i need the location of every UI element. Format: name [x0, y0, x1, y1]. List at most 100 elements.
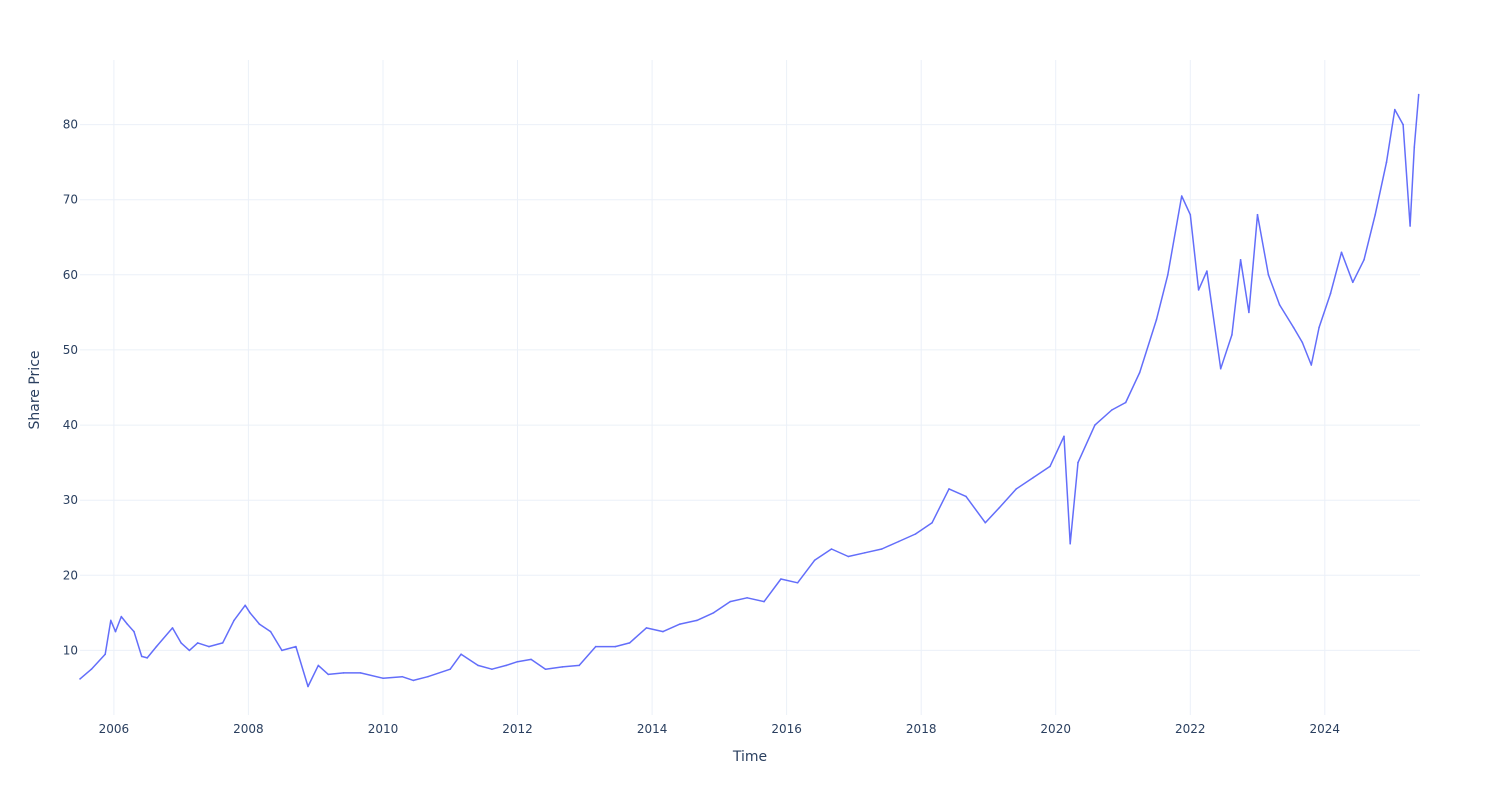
- data-point: [965, 495, 967, 498]
- y-tick-label: 60: [63, 268, 78, 282]
- data-point: [382, 677, 384, 679]
- x-tick-label: 2010: [368, 722, 399, 736]
- data-point: [188, 649, 191, 652]
- data-point: [628, 642, 631, 644]
- data-point: [931, 521, 933, 524]
- x-tick-label: 2022: [1175, 722, 1206, 736]
- y-tick-label: 80: [63, 118, 78, 132]
- data-point: [412, 679, 415, 682]
- data-point: [281, 649, 283, 652]
- data-point: [505, 664, 508, 667]
- data-point: [1278, 304, 1281, 306]
- x-tick-label: 2018: [906, 722, 937, 736]
- data-point: [679, 623, 681, 625]
- data-point: [1124, 401, 1127, 404]
- data-point: [1301, 341, 1304, 344]
- data-point: [1206, 270, 1208, 272]
- y-tick-label: 10: [63, 643, 78, 657]
- data-point: [114, 630, 117, 633]
- data-point: [544, 668, 547, 670]
- data-point: [491, 668, 493, 670]
- data-point: [1049, 465, 1051, 468]
- data-point: [796, 582, 799, 584]
- data-point: [1267, 274, 1270, 276]
- data-point: [984, 521, 987, 524]
- series-line: [79, 94, 1420, 688]
- data-point: [1374, 213, 1376, 216]
- data-point: [578, 664, 580, 667]
- data-point: [1077, 461, 1079, 464]
- x-tick-labels: 2006 2008 2010 2012 2014 2016 2018 2020 2022 2024: [99, 722, 1340, 736]
- data-point: [1340, 251, 1343, 254]
- y-tick-label: 50: [63, 343, 78, 357]
- data-point: [881, 548, 883, 550]
- data-point: [1409, 225, 1411, 227]
- data-point: [460, 653, 462, 655]
- data-point: [359, 672, 362, 674]
- data-point: [662, 630, 664, 633]
- x-tick-label: 2020: [1040, 722, 1071, 736]
- data-point: [208, 645, 210, 648]
- data-point: [90, 668, 93, 670]
- series-layer: [79, 93, 1420, 688]
- y-tick-label: 70: [63, 193, 78, 207]
- y-tick-label: 30: [63, 493, 78, 507]
- data-point: [1310, 364, 1313, 366]
- data-point: [244, 604, 246, 607]
- data-point: [516, 660, 519, 663]
- data-point: [79, 678, 81, 680]
- data-point: [295, 645, 297, 648]
- data-point: [948, 488, 950, 490]
- data-point: [712, 612, 715, 614]
- data-point: [1352, 281, 1354, 284]
- data-point: [196, 642, 199, 644]
- data-point: [561, 666, 564, 668]
- x-tick-label: 2012: [502, 722, 533, 736]
- data-point: [477, 664, 479, 667]
- y-gridlines: [80, 124, 1420, 651]
- data-point: [897, 540, 900, 543]
- data-point: [1413, 146, 1416, 148]
- data-point: [847, 555, 850, 558]
- data-point: [813, 559, 816, 562]
- data-point: [614, 645, 617, 648]
- data-point: [317, 664, 320, 667]
- data-point: [327, 673, 330, 676]
- data-point: [1385, 161, 1388, 163]
- data-point: [830, 548, 833, 550]
- data-point: [269, 630, 272, 633]
- data-point: [1402, 123, 1404, 126]
- data-point: [1155, 319, 1158, 321]
- data-point: [1256, 213, 1259, 216]
- data-point: [104, 653, 106, 655]
- data-point: [780, 578, 782, 580]
- data-point: [530, 658, 532, 661]
- data-point: [696, 619, 698, 622]
- data-point: [1180, 195, 1183, 197]
- data-point: [449, 668, 452, 670]
- data-point: [221, 642, 224, 644]
- data-point: [1417, 93, 1420, 96]
- data-point: [729, 600, 731, 603]
- x-tick-label: 2016: [771, 722, 802, 736]
- y-tick-labels: 10 20 30 40 50 60 70 80: [63, 118, 78, 658]
- data-point: [1219, 367, 1222, 370]
- data-point: [914, 533, 917, 535]
- y-tick-label: 20: [63, 568, 78, 582]
- data-point: [1197, 289, 1200, 291]
- data-point: [1138, 371, 1141, 374]
- data-point: [1015, 488, 1018, 490]
- data-point: [1063, 435, 1065, 438]
- data-point: [1394, 108, 1396, 111]
- data-point: [110, 619, 112, 622]
- data-point: [1111, 409, 1113, 411]
- x-tick-label: 2024: [1310, 722, 1341, 736]
- data-point: [1239, 259, 1242, 261]
- data-point: [1329, 292, 1332, 295]
- y-tick-label: 40: [63, 418, 78, 432]
- data-point: [258, 623, 261, 625]
- data-point: [155, 645, 158, 648]
- data-point: [746, 597, 748, 599]
- data-point: [864, 552, 866, 554]
